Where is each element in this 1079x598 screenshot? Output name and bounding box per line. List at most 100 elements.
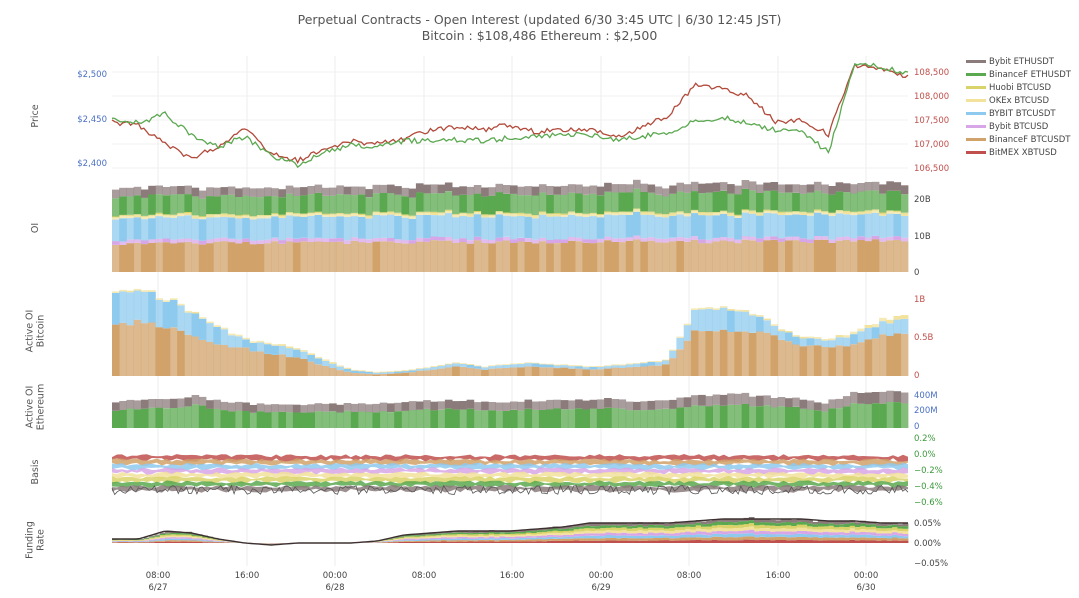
funding-bar bbox=[801, 527, 808, 531]
active-btc-bar bbox=[850, 344, 858, 376]
oi-bar bbox=[669, 212, 677, 214]
active-btc-bar bbox=[640, 362, 648, 364]
funding-bar bbox=[154, 537, 161, 539]
oi-bar bbox=[140, 219, 149, 241]
funding-bar bbox=[876, 528, 882, 531]
active-btc-bar bbox=[690, 310, 699, 331]
funding-bar bbox=[759, 528, 766, 531]
funding-bar bbox=[632, 536, 638, 539]
funding-bar bbox=[191, 541, 198, 543]
active-btc-bar bbox=[517, 367, 525, 376]
funding-bar bbox=[170, 535, 177, 538]
oi-bar bbox=[734, 194, 742, 215]
funding-bar bbox=[775, 534, 781, 537]
oi-bar bbox=[387, 238, 395, 242]
active-eth-bar bbox=[430, 410, 438, 428]
funding-bar bbox=[483, 533, 490, 535]
oi-bar bbox=[466, 186, 475, 195]
funding-bar bbox=[674, 524, 681, 528]
active-btc-bar bbox=[169, 298, 178, 300]
active-btc-bar bbox=[777, 339, 786, 376]
funding-bar bbox=[478, 534, 484, 536]
active-eth-bar bbox=[452, 401, 460, 410]
funding-bar bbox=[764, 522, 771, 526]
active-btc-bar bbox=[358, 371, 366, 374]
active-eth-bar bbox=[799, 399, 808, 409]
funding-bar bbox=[690, 540, 697, 543]
oi-bar bbox=[466, 195, 475, 214]
funding-bar bbox=[403, 539, 410, 541]
oi-bar bbox=[900, 185, 909, 195]
oi-bar bbox=[813, 181, 822, 191]
funding-bar bbox=[165, 541, 171, 543]
funding-bar bbox=[112, 541, 118, 542]
funding-bar bbox=[854, 540, 861, 543]
active-btc-bar bbox=[184, 334, 192, 376]
basis-band bbox=[112, 467, 908, 476]
funding-bar bbox=[886, 533, 893, 536]
active-btc-bar bbox=[582, 366, 590, 368]
funding-bar bbox=[648, 530, 654, 533]
active-eth-bar bbox=[350, 412, 359, 428]
funding-bar bbox=[143, 541, 150, 543]
funding-bar bbox=[387, 539, 394, 541]
oi-bar bbox=[777, 212, 786, 215]
active-eth-bar bbox=[372, 412, 381, 428]
funding-bar bbox=[483, 531, 490, 533]
oi-bar bbox=[806, 213, 815, 216]
funding-bar bbox=[844, 537, 850, 541]
oi-bar bbox=[271, 214, 279, 217]
oi-bar bbox=[900, 215, 909, 238]
oi-bar bbox=[625, 192, 634, 212]
funding-bar bbox=[717, 521, 723, 525]
oi-bar bbox=[191, 187, 200, 197]
oi-bar bbox=[307, 213, 315, 216]
active-eth-bar bbox=[256, 403, 265, 412]
active-btc-bar bbox=[488, 368, 496, 376]
active-btc-tick: 0.5B bbox=[914, 333, 934, 343]
active-eth-bar bbox=[589, 408, 598, 428]
oi-bar bbox=[871, 235, 880, 240]
oi-bar bbox=[242, 187, 250, 196]
active-btc-bar bbox=[336, 366, 344, 371]
oi-bar bbox=[510, 242, 518, 272]
basis-tick: −0.6% bbox=[914, 498, 943, 508]
active-btc-bar bbox=[249, 351, 258, 376]
active-eth-bar bbox=[785, 407, 793, 428]
active-btc-bar bbox=[278, 345, 286, 355]
oi-bar bbox=[719, 182, 728, 191]
oi-bar bbox=[633, 239, 641, 272]
active-btc-bar bbox=[748, 315, 757, 333]
oi-bar bbox=[690, 191, 699, 210]
active-btc-bar bbox=[748, 313, 757, 316]
oi-bar bbox=[835, 182, 844, 192]
active-btc-bar bbox=[394, 373, 402, 376]
funding-bar bbox=[196, 538, 203, 540]
active-eth-bar bbox=[669, 408, 677, 428]
funding-bar bbox=[775, 528, 781, 532]
active-btc-bar bbox=[900, 318, 909, 334]
oi-bar bbox=[148, 218, 156, 240]
basis-band bbox=[112, 471, 908, 480]
funding-bar bbox=[435, 540, 442, 542]
funding-bar bbox=[387, 540, 394, 541]
oi-bar bbox=[444, 209, 453, 211]
funding-bar bbox=[685, 540, 691, 543]
oi-bar bbox=[575, 212, 583, 214]
legend-label: BYBIT BTCUSDT bbox=[989, 109, 1056, 119]
active-eth-bar bbox=[879, 391, 887, 404]
oi-bar bbox=[495, 192, 504, 212]
x-tick-label: 00:00 bbox=[589, 571, 614, 581]
chart-legend: Bybit ETHUSDT BinanceF ETHUSDT Huobi BTCUS… bbox=[966, 56, 1071, 160]
active-btc-bar bbox=[292, 349, 301, 358]
oi-bar bbox=[184, 215, 192, 239]
oi-bar bbox=[387, 214, 395, 238]
funding-bar bbox=[801, 537, 808, 541]
funding-bar bbox=[127, 540, 134, 542]
active-btc-bar bbox=[524, 363, 533, 367]
funding-bar bbox=[579, 524, 585, 527]
oi-bar bbox=[683, 192, 692, 213]
oi-bar bbox=[879, 237, 887, 242]
oi-bar bbox=[792, 240, 800, 272]
funding-bar bbox=[138, 542, 145, 543]
